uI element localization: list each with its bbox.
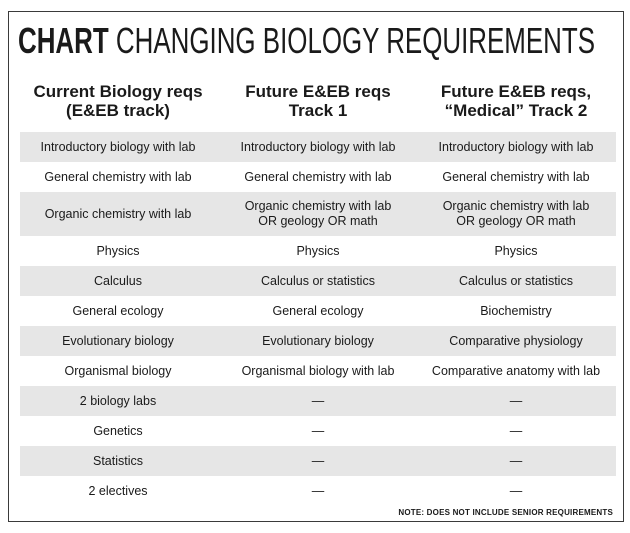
table-row: 2 biology labs — —: [20, 386, 616, 416]
cell-track-1: —: [311, 393, 325, 408]
cell-current: Introductory biology with lab: [40, 139, 196, 154]
cell-track-2: General chemistry with lab: [442, 169, 590, 184]
table-header: Current Biology reqs (E&EB track) Future…: [20, 82, 612, 132]
cell-track-1: Organic chemistry with lab OR geology OR…: [244, 199, 392, 228]
column-header-track-1: Future E&EB reqs Track 1: [245, 82, 391, 120]
cell-track-2: Calculus or statistics: [459, 273, 573, 288]
page-title: CHART CHANGING BIOLOGY REQUIREMENTS: [18, 20, 595, 62]
cell-track-2: Biochemistry: [480, 303, 552, 318]
table-row: 2 electives — —: [20, 476, 616, 506]
cell-track-1: Physics: [296, 243, 340, 258]
cell-current: General ecology: [72, 303, 164, 318]
cell-current: Organismal biology: [64, 363, 172, 378]
cell-track-1: Introductory biology with lab: [240, 139, 396, 154]
table-row: General ecology General ecology Biochemi…: [20, 296, 616, 326]
table-row: Introductory biology with lab Introducto…: [20, 132, 616, 162]
table-row: Organismal biology Organismal biology wi…: [20, 356, 616, 386]
cell-current: 2 biology labs: [79, 393, 157, 408]
table-row: Organic chemistry with lab Organic chemi…: [20, 192, 616, 236]
cell-track-1: General chemistry with lab: [244, 169, 392, 184]
cell-track-2: —: [509, 453, 523, 468]
cell-track-2: —: [509, 483, 523, 498]
table-row: Evolutionary biology Evolutionary biolog…: [20, 326, 616, 356]
cell-track-2: Organic chemistry with lab OR geology OR…: [442, 199, 590, 228]
cell-track-2: Physics: [494, 243, 538, 258]
table-row: Statistics — —: [20, 446, 616, 476]
cell-current: Organic chemistry with lab: [44, 206, 192, 221]
cell-current: Calculus: [94, 273, 142, 288]
cell-current: Genetics: [93, 423, 143, 438]
column-header-current: Current Biology reqs (E&EB track): [33, 82, 203, 120]
cell-track-2: Comparative physiology: [449, 333, 583, 348]
cell-track-2: —: [509, 423, 523, 438]
cell-current: 2 electives: [88, 483, 148, 498]
cell-current: Evolutionary biology: [62, 333, 174, 348]
cell-current: Physics: [96, 243, 140, 258]
footnote: NOTE: DOES NOT INCLUDE SENIOR REQUIREMEN…: [398, 508, 613, 517]
table-row: Genetics — —: [20, 416, 616, 446]
cell-current: Statistics: [92, 453, 143, 468]
cell-track-2: Introductory biology with lab: [438, 139, 594, 154]
cell-track-2: Comparative anatomy with lab: [431, 363, 601, 378]
cell-track-1: Organismal biology with lab: [241, 363, 395, 378]
cell-track-1: —: [311, 453, 325, 468]
title-label-main: CHANGING BIOLOGY REQUIREMENTS: [115, 20, 596, 61]
cell-track-1: —: [311, 423, 325, 438]
column-header-track-2: Future E&EB reqs, “Medical” Track 2: [440, 82, 592, 120]
table-row: Physics Physics Physics: [20, 236, 616, 266]
cell-current: General chemistry with lab: [44, 169, 192, 184]
requirements-table: Introductory biology with lab Introducto…: [20, 132, 616, 506]
table-row: Calculus Calculus or statistics Calculus…: [20, 266, 616, 296]
cell-track-1: General ecology: [272, 303, 364, 318]
table-row: General chemistry with lab General chemi…: [20, 162, 616, 192]
title-label-bold: CHART: [18, 20, 109, 61]
cell-track-1: Calculus or statistics: [261, 273, 375, 288]
cell-track-2: —: [509, 393, 523, 408]
cell-track-1: —: [311, 483, 325, 498]
cell-track-1: Evolutionary biology: [262, 333, 374, 348]
